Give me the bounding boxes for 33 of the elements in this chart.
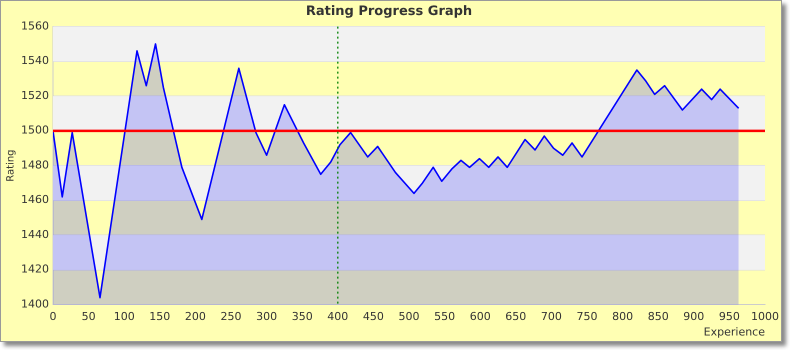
y-tick-label: 1480 — [20, 158, 49, 172]
x-tick-label: 300 — [256, 310, 278, 324]
y-tick-label: 1520 — [20, 88, 49, 102]
x-tick-label: 750 — [576, 310, 598, 324]
x-tick-label: 50 — [82, 310, 96, 324]
x-tick-label: 500 — [398, 310, 420, 324]
x-tick-label: 100 — [114, 310, 135, 324]
x-tick-label: 400 — [327, 310, 348, 324]
x-tick-label: 700 — [540, 310, 562, 324]
y-axis-title: Rating — [6, 149, 17, 182]
x-tick-label: 800 — [612, 310, 634, 324]
x-tick-label: 250 — [220, 310, 242, 324]
x-tick-label: 900 — [683, 310, 704, 324]
x-tick-label: 200 — [184, 310, 206, 324]
y-tick-label: 1460 — [20, 193, 49, 206]
y-tick-label: 1440 — [20, 228, 49, 241]
y-tick-label: 1560 — [20, 19, 49, 32]
y-tick-label: 1500 — [20, 124, 49, 137]
chart-title: Rating Progress Graph — [306, 4, 472, 20]
x-tick-label: 650 — [505, 310, 526, 324]
x-tick-label: 450 — [362, 310, 384, 324]
y-tick-label: 1540 — [20, 54, 49, 68]
x-tick-label: 0 — [49, 310, 56, 324]
x-tick-label: 550 — [434, 310, 456, 324]
x-tick-label: 1000 — [751, 310, 780, 324]
x-tick-label: 850 — [648, 310, 669, 324]
y-tick-label: 1420 — [20, 262, 49, 276]
x-tick-label: 950 — [718, 310, 740, 324]
y-tick-label: 1400 — [20, 297, 49, 310]
x-tick-label: 600 — [470, 310, 491, 324]
x-axis-title: Experience — [704, 325, 766, 338]
x-tick-label: 150 — [149, 310, 170, 324]
x-tick-label: 350 — [292, 310, 313, 324]
